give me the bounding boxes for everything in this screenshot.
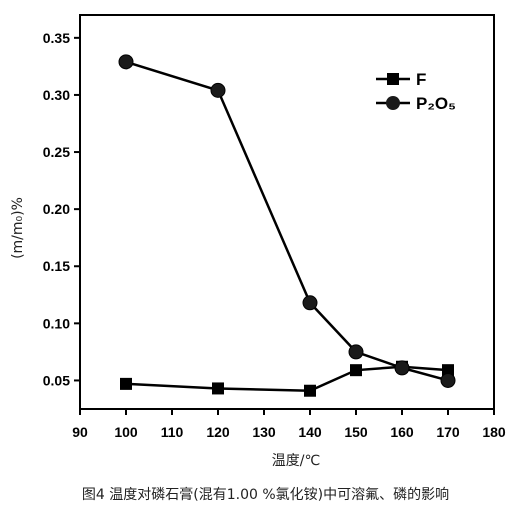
data-point (304, 384, 316, 397)
plot-frame (79, 14, 495, 410)
data-point (212, 382, 224, 395)
data-point (442, 364, 454, 377)
x-tick-label: 120 (206, 424, 230, 440)
x-tick-label: 110 (161, 424, 184, 440)
x-tick-label: 140 (298, 424, 322, 440)
legend-marker (386, 96, 400, 110)
x-tick-label: 100 (114, 424, 138, 440)
y-tick-label: 0.25 (43, 144, 70, 160)
y-axis-title: (m/m₀)% (10, 197, 26, 259)
data-point (120, 377, 132, 390)
x-tick-label: 160 (390, 424, 414, 440)
legend-item: F (376, 70, 426, 89)
chart: 90 100 110 120 130 140 150 160 170 180 0.05 0.10 0.1… (10, 14, 506, 469)
legend-marker (387, 73, 399, 85)
x-tick-label: 130 (252, 424, 276, 440)
y-tick-label: 0.30 (43, 87, 70, 103)
y-tick-label: 0.15 (43, 258, 70, 274)
data-point (118, 54, 134, 70)
y-tick-label: 0.05 (43, 372, 70, 388)
x-tick-label: 180 (482, 424, 506, 440)
data-point (302, 295, 318, 311)
legend-label: P₂O₅ (416, 94, 456, 113)
legend-label: F (416, 70, 426, 89)
data-point (440, 372, 456, 388)
legend-item: P₂O₅ (376, 94, 456, 113)
data-point (348, 344, 364, 360)
data-point (210, 82, 226, 98)
data-point (350, 364, 362, 377)
x-tick-label: 90 (72, 424, 88, 440)
legend: F P₂O₅ (376, 70, 456, 113)
y-tick-label: 0.20 (43, 201, 70, 217)
y-tick-label: 0.10 (43, 315, 70, 331)
x-tick-label: 170 (436, 424, 460, 440)
series-line (125, 60, 449, 382)
series-f (120, 360, 454, 397)
series-p2o5 (118, 54, 456, 388)
x-tick-label: 150 (344, 424, 368, 440)
y-tick-label: 0.35 (43, 30, 70, 46)
data-point (394, 360, 410, 376)
x-axis-title: 温度/℃ (272, 453, 320, 469)
figure-caption: 图4 温度对磷石膏(混有1.00 %氯化铵)中可溶氟、磷的影响 (81, 487, 450, 503)
series-line (125, 365, 449, 392)
